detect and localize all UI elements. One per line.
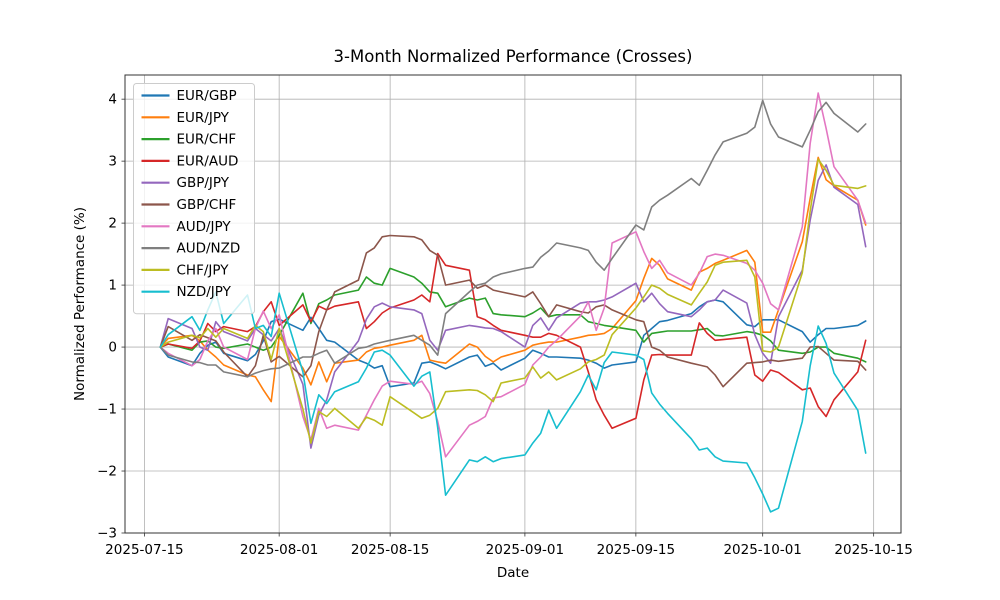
legend-label: EUR/JPY — [177, 110, 230, 126]
legend-label: EUR/AUD — [177, 153, 239, 169]
legend-label: GBP/JPY — [177, 175, 230, 191]
x-tick-label: 2025-09-15 — [597, 542, 675, 558]
x-tick-label: 2025-09-01 — [486, 542, 564, 558]
legend-label: AUD/JPY — [177, 219, 232, 235]
legend-item-aud-nzd: AUD/NZD — [141, 241, 241, 257]
y-tick-label: 4 — [108, 92, 117, 108]
legend: EUR/GBP EUR/JPY EUR/CHF EUR/AUD GBP/JPY GBP/C… — [133, 83, 255, 315]
x-tick-label: 2025-07-15 — [105, 542, 183, 558]
y-tick-label: 1 — [108, 278, 117, 294]
y-axis-label: Normalized Performance (%) — [72, 207, 88, 401]
x-tick-label: 2025-10-01 — [723, 542, 801, 558]
legend-item-eur-aud: EUR/AUD — [141, 153, 239, 169]
series-line-aud-jpy — [159, 92, 867, 458]
series-lines — [159, 92, 867, 513]
legend-item-gbp-jpy: GBP/JPY — [141, 175, 230, 191]
y-tick-label: −2 — [97, 464, 117, 480]
series-line-aud-nzd — [159, 99, 867, 378]
series-line-chf-jpy — [159, 158, 867, 444]
axis-ticks: −3 −2 −1 0 1 2 3 4 2025-07-15 2025-08-01 2025-08-1… — [97, 92, 913, 558]
axes-frame — [124, 74, 902, 534]
x-tick-label: 2025-08-15 — [351, 542, 429, 558]
y-tick-label: −1 — [97, 402, 117, 418]
legend-label: GBP/CHF — [177, 197, 237, 213]
legend-label: EUR/CHF — [177, 132, 237, 148]
x-tick-label: 2025-10-15 — [834, 542, 912, 558]
y-tick-label: −3 — [97, 526, 117, 542]
series-line-gbp-chf — [159, 234, 867, 388]
legend-item-nzd-jpy: NZD/JPY — [141, 284, 232, 300]
legend-item-eur-chf: EUR/CHF — [141, 132, 237, 148]
legend-item-aud-jpy: AUD/JPY — [141, 219, 232, 235]
legend-label: CHF/JPY — [177, 262, 230, 278]
y-tick-label: 3 — [108, 154, 117, 170]
x-axis-label: Date — [497, 565, 529, 581]
series-line-gbp-jpy — [159, 164, 867, 449]
x-tick-label: 2025-08-01 — [240, 542, 318, 558]
series-line-nzd-jpy — [159, 291, 867, 513]
legend-item-chf-jpy: CHF/JPY — [141, 262, 230, 278]
legend-label: AUD/NZD — [177, 241, 241, 257]
legend-item-gbp-chf: GBP/CHF — [141, 197, 237, 213]
chart-title: 3-Month Normalized Performance (Crosses) — [334, 47, 693, 66]
legend-item-eur-gbp: EUR/GBP — [141, 88, 237, 104]
y-tick-label: 2 — [108, 216, 117, 232]
y-tick-label: 0 — [108, 340, 117, 356]
legend-item-eur-jpy: EUR/JPY — [141, 110, 230, 126]
legend-label: NZD/JPY — [177, 284, 232, 300]
legend-label: EUR/GBP — [177, 88, 237, 104]
